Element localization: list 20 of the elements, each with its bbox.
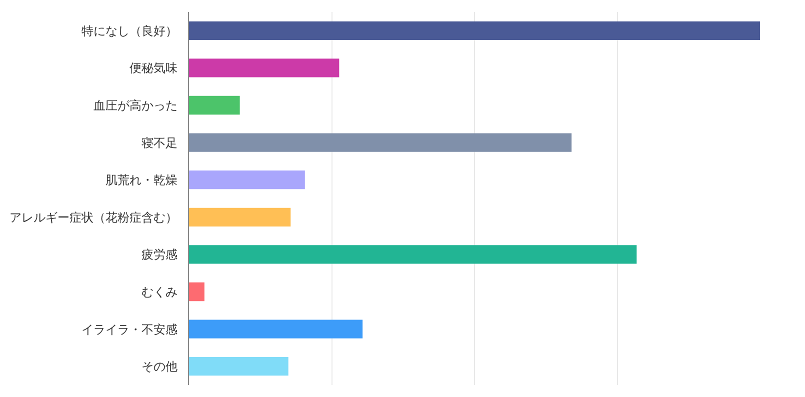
y-tick-label: イライラ・不安感 <box>82 322 178 336</box>
bar <box>189 245 637 264</box>
y-tick-label: 血圧が高かった <box>94 98 178 112</box>
bar <box>189 170 305 190</box>
y-tick-label: むくみ <box>142 284 178 299</box>
y-tick-label: 肌荒れ・乾燥 <box>106 173 178 188</box>
y-tick-label: 疲労感 <box>142 248 178 262</box>
bar <box>189 133 572 152</box>
bar <box>189 96 240 115</box>
y-tick-label: 寝不足 <box>142 136 178 150</box>
y-tick-label: アレルギー症状（花粉症含む） <box>10 210 178 224</box>
y-tick-label: 便秘気味 <box>130 61 178 76</box>
bar <box>189 282 204 302</box>
y-tick-label: その他 <box>142 360 178 374</box>
bar <box>189 21 760 40</box>
bar <box>189 320 363 338</box>
bar <box>189 357 288 376</box>
bar <box>189 208 291 226</box>
y-tick-label: 特になし（良好） <box>82 24 178 38</box>
bar <box>189 58 340 78</box>
